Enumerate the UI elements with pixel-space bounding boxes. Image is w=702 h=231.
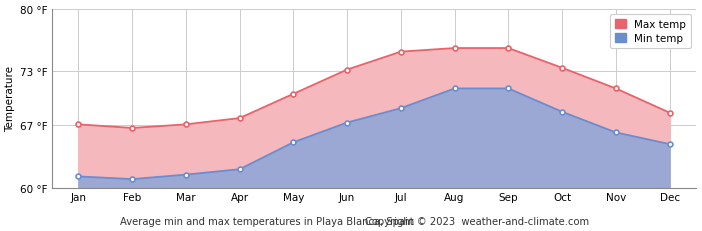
Legend: Max temp, Min temp: Max temp, Min temp bbox=[610, 15, 691, 49]
Text: Copyright © 2023  weather-and-climate.com: Copyright © 2023 weather-and-climate.com bbox=[365, 216, 590, 226]
Text: Average min and max temperatures in Playa Blanca, Spain: Average min and max temperatures in Play… bbox=[119, 216, 414, 226]
Y-axis label: Temperature: Temperature bbox=[6, 66, 15, 132]
